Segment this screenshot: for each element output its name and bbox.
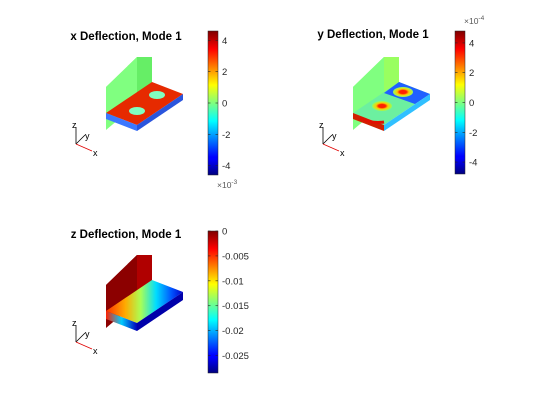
colorbar-tick-label: 2 [222,67,227,78]
colorbar-y: 4 2 0 -2 -4 ×10-4 [454,15,485,175]
triad-label-x: x [93,148,98,158]
triad-z: z y x [72,318,98,356]
colorbar-tick-label: -0.015 [222,301,249,312]
triad-label-y: y [85,131,90,141]
bracket-model-x [106,57,183,131]
colorbar-tick-label: 4 [222,36,227,47]
triad-label-y: y [85,329,90,339]
colorbar-tick-label: 4 [469,38,474,49]
colorbar-tick-label: 0 [222,99,227,110]
triad-label-z: z [319,120,324,130]
plate-side-y [384,94,430,131]
plate-top-z [106,280,183,323]
hole-1-y [393,87,413,97]
title-y-deflection: y Deflection, Mode 1 [317,29,429,41]
panel-z-deflection: z Deflection, Mode 1 z y x 0 -0.005 -0.01 -… [71,227,249,374]
triad-y: z y x [319,120,345,158]
plate-top-x [106,82,183,125]
hole-2-x [129,107,145,115]
panel-x-deflection: x Deflection, Mode 1 z y x 4 2 0 -2 -4 ×10-3 [70,30,238,190]
colorbar-ticks: 0 -0.005 -0.01 -0.015 -0.02 -0.025 [208,227,249,362]
triad-label-y: y [332,131,337,141]
colorbar-tick-label: -4 [222,161,230,172]
colorbar-multiplier: ×10-3 [217,179,238,190]
triad-label-z: z [72,318,77,328]
plate-front-z [106,311,137,331]
colorbar-multiplier: ×10-4 [464,15,485,26]
plate-edge-stress-y [359,116,385,124]
colorbar-tick-label: 0 [222,227,227,238]
colorbar-tick-label: -2 [222,130,230,141]
hole-1-x [149,91,165,99]
title-x-deflection: x Deflection, Mode 1 [70,31,182,43]
title-z-deflection: z Deflection, Mode 1 [71,229,182,241]
colorbar-tick-label: -4 [469,158,477,169]
panel-y-deflection: y Deflection, Mode 1 z y x 4 2 0 -2 -4 [317,15,485,175]
colorbar-tick-label: -0.025 [222,351,249,362]
colorbar-ticks: 4 2 0 -2 -4 [455,38,477,169]
triad-label-z: z [72,120,77,130]
colorbar-z: 0 -0.005 -0.01 -0.015 -0.02 -0.025 [207,227,249,374]
plate-side-z [137,292,183,331]
colorbar-x: 4 2 0 -2 -4 ×10-3 [207,30,238,190]
colorbar-tick-label: -0.01 [222,276,244,287]
plate-front-x [106,113,137,131]
colorbar-tick-label: -0.005 [222,251,249,262]
hole-2-y [372,101,392,111]
colorbar-tick-label: 2 [469,68,474,79]
bracket-model-z [106,255,183,331]
colorbar-strip [207,230,219,374]
plate-side-x [137,94,183,131]
colorbar-tick-label: 0 [469,98,474,109]
triad-label-x: x [93,346,98,356]
triad-x: z y x [72,120,98,158]
colorbar-tick-label: -0.02 [222,326,244,337]
colorbar-ticks: 4 2 0 -2 -4 [208,36,230,172]
colorbar-tick-label: -2 [469,128,477,139]
triad-label-x: x [340,148,345,158]
bracket-model-y [353,57,430,131]
